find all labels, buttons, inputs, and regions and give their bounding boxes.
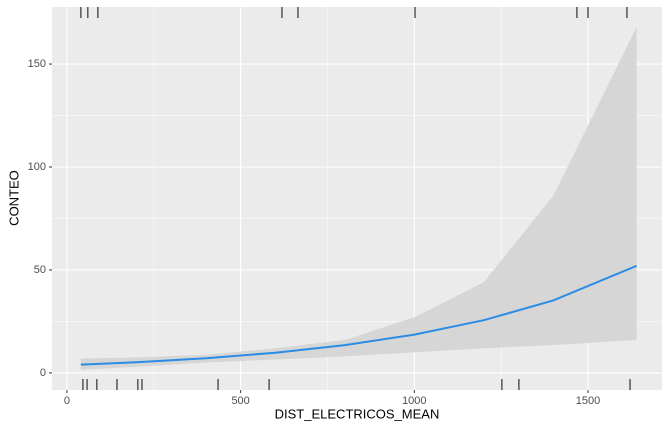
x-tick-label: 1000 <box>402 395 426 407</box>
y-tick-label: 50 <box>34 264 46 276</box>
x-tick-label: 500 <box>231 395 249 407</box>
confidence-band <box>80 26 637 370</box>
fit-line <box>80 264 638 366</box>
y-tick-label: 150 <box>28 58 46 70</box>
y-tick-label: 0 <box>40 367 46 379</box>
x-axis-title: DIST_ELECTRICOS_MEAN <box>275 406 440 421</box>
y-tick-label: 100 <box>28 161 46 173</box>
y-axis-title: CONTEO <box>6 170 21 226</box>
x-tick-label: 0 <box>64 395 70 407</box>
x-tick-label: 1500 <box>576 395 600 407</box>
